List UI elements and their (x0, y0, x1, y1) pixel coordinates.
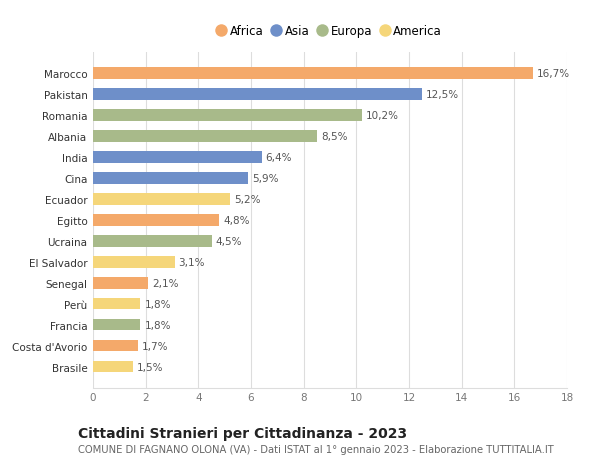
Text: 10,2%: 10,2% (365, 111, 398, 121)
Bar (93, 110, 362, 121)
Bar (93, 340, 138, 352)
Bar (93, 361, 133, 373)
Text: 1,7%: 1,7% (142, 341, 168, 351)
Text: 16,7%: 16,7% (537, 69, 570, 79)
Text: 4,8%: 4,8% (223, 215, 250, 225)
Text: 2,1%: 2,1% (152, 278, 179, 288)
Text: 12,5%: 12,5% (426, 90, 459, 100)
Legend: Africa, Asia, Europa, America: Africa, Asia, Europa, America (214, 22, 446, 42)
Text: 1,8%: 1,8% (145, 299, 171, 309)
Text: 6,4%: 6,4% (265, 152, 292, 162)
Text: 5,2%: 5,2% (234, 195, 260, 204)
Bar (93, 319, 140, 331)
Bar (93, 214, 220, 226)
Text: 4,5%: 4,5% (215, 236, 242, 246)
Text: Cittadini Stranieri per Cittadinanza - 2023: Cittadini Stranieri per Cittadinanza - 2… (78, 426, 407, 440)
Bar (93, 152, 262, 163)
Bar (93, 257, 175, 268)
Text: 5,9%: 5,9% (253, 174, 279, 184)
Text: COMUNE DI FAGNANO OLONA (VA) - Dati ISTAT al 1° gennaio 2023 - Elaborazione TUTT: COMUNE DI FAGNANO OLONA (VA) - Dati ISTA… (78, 444, 554, 454)
Text: 8,5%: 8,5% (321, 132, 347, 141)
Bar (93, 235, 212, 247)
Bar (93, 298, 140, 310)
Text: 1,5%: 1,5% (136, 362, 163, 372)
Bar (93, 173, 248, 184)
Bar (93, 277, 148, 289)
Text: 3,1%: 3,1% (179, 257, 205, 267)
Bar (93, 194, 230, 205)
Bar (93, 131, 317, 142)
Bar (93, 68, 533, 79)
Text: 1,8%: 1,8% (145, 320, 171, 330)
Bar (93, 89, 422, 101)
